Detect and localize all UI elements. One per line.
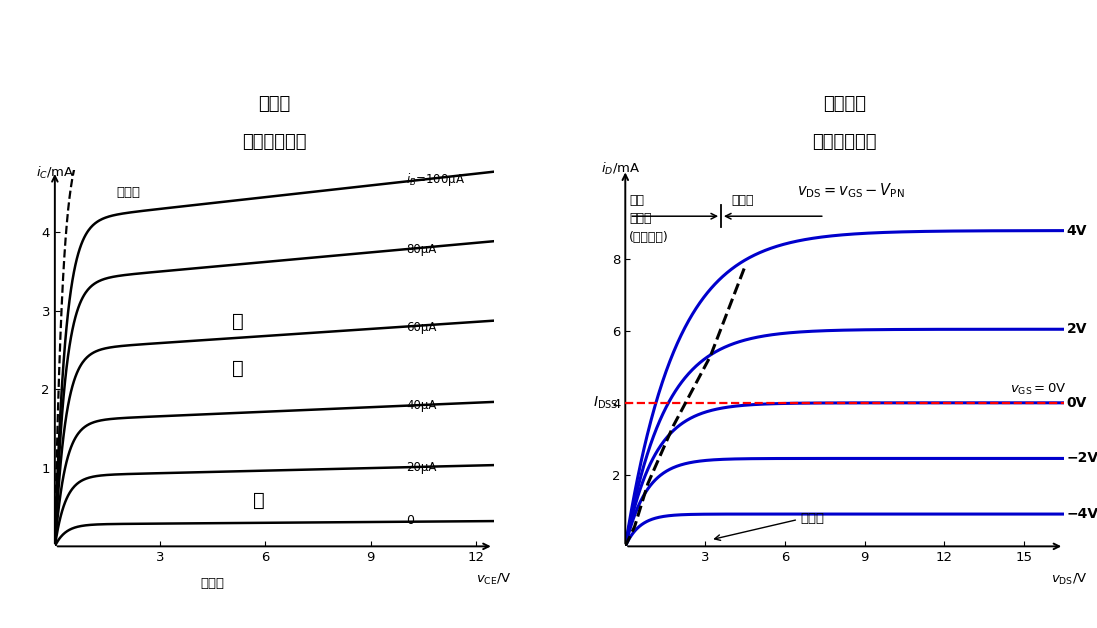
Text: 40μA: 40μA [406, 399, 437, 413]
Text: $i_B$=100μA: $i_B$=100μA [406, 171, 465, 188]
Text: 截止区: 截止区 [801, 512, 825, 525]
Text: 4V: 4V [1066, 224, 1087, 237]
Text: 饱和区: 饱和区 [116, 187, 140, 200]
Text: 可变: 可变 [630, 193, 644, 207]
Text: $v_\mathrm{CE}$/V: $v_\mathrm{CE}$/V [476, 571, 512, 587]
Text: 2V: 2V [1066, 322, 1087, 336]
Text: 电阻区: 电阻区 [630, 212, 652, 225]
Text: $v_\mathrm{GS}=0\mathrm{V}$: $v_\mathrm{GS}=0\mathrm{V}$ [1010, 382, 1066, 398]
Text: 0: 0 [406, 514, 414, 527]
Text: 大: 大 [231, 359, 244, 377]
Text: 场效应管: 场效应管 [823, 95, 867, 113]
Text: $I_\mathrm{DSS}$: $I_\mathrm{DSS}$ [593, 394, 619, 411]
Text: 放: 放 [231, 311, 244, 330]
Text: $v_\mathrm{DS}$/V: $v_\mathrm{DS}$/V [1051, 571, 1087, 587]
Text: 60μA: 60μA [406, 320, 437, 333]
Text: 80μA: 80μA [406, 243, 437, 256]
Text: 截止区: 截止区 [201, 577, 225, 590]
Text: 输出特性曲线: 输出特性曲线 [813, 133, 877, 151]
Text: −2V: −2V [1066, 452, 1097, 465]
Text: 20μA: 20μA [406, 461, 437, 474]
Text: 饱和区: 饱和区 [732, 193, 754, 207]
Text: 0V: 0V [1066, 396, 1087, 410]
Text: $v_\mathrm{DS}=v_\mathrm{GS}-V_\mathrm{PN}$: $v_\mathrm{DS}=v_\mathrm{GS}-V_\mathrm{P… [798, 181, 905, 200]
Text: $i_C$/mA: $i_C$/mA [35, 165, 75, 181]
Text: 区: 区 [252, 490, 264, 509]
Text: −4V: −4V [1066, 507, 1097, 521]
Text: $i_D$/mA: $i_D$/mA [601, 161, 641, 176]
Text: 输出特性曲线: 输出特性曲线 [242, 133, 306, 151]
Text: 晶体管: 晶体管 [258, 95, 291, 113]
Text: (非饱和区): (非饱和区) [630, 231, 669, 244]
